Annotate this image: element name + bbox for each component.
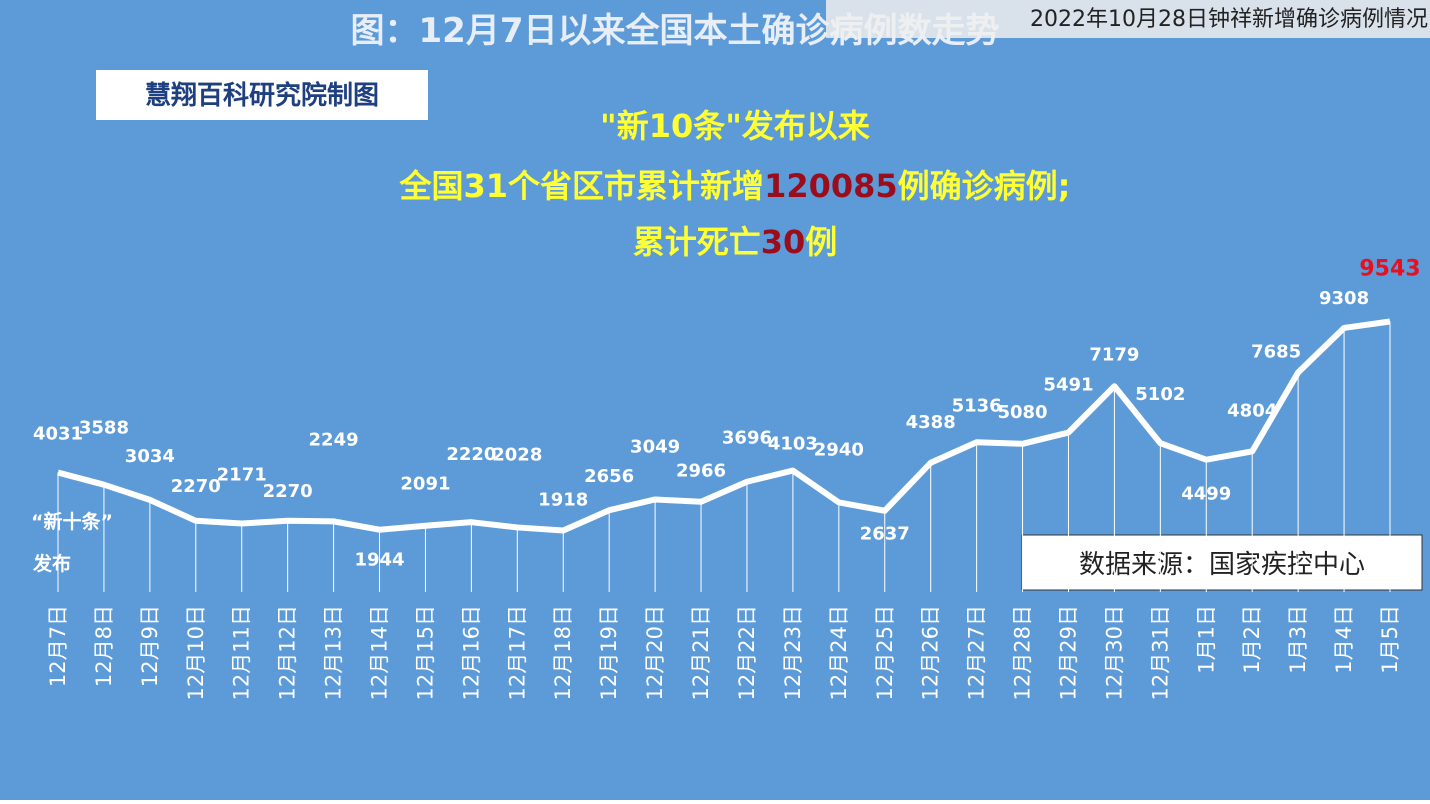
x-tick-label: 12月30日: [1102, 605, 1126, 700]
data-label: 2270: [171, 476, 221, 497]
data-label: 3049: [630, 436, 680, 457]
annotation: “新十条”: [31, 510, 113, 533]
x-tick-label: 12月13日: [322, 605, 346, 700]
x-tick-label: 12月24日: [827, 605, 851, 700]
x-tick-label: 12月17日: [505, 605, 529, 700]
x-tick-label: 1月5日: [1378, 605, 1402, 674]
data-label: 5491: [1043, 375, 1093, 396]
data-label: 4388: [906, 412, 956, 433]
summary-deaths: 累计死亡30例: [633, 223, 838, 261]
summary-part: 120085: [764, 167, 898, 205]
x-tick-label: 12月10日: [184, 605, 208, 700]
x-tick-label: 12月7日: [46, 605, 70, 687]
x-tick-label: 12月14日: [368, 605, 392, 700]
data-label: 2171: [217, 465, 267, 486]
data-label: 2270: [263, 481, 313, 502]
x-tick-label: 12月11日: [230, 605, 254, 700]
x-tick-label: 12月16日: [459, 605, 483, 700]
data-label: 2656: [584, 466, 634, 487]
x-tick-label: 12月25日: [873, 605, 897, 700]
summary-cases: 全国31个省区市累计新增120085例确诊病例;: [399, 167, 1071, 205]
data-label: 1944: [354, 550, 404, 571]
data-label: 4499: [1181, 484, 1231, 505]
x-tick-label: 1月2日: [1240, 605, 1264, 674]
x-tick-label: 12月15日: [413, 605, 437, 700]
x-tick-label: 12月31日: [1148, 605, 1172, 700]
data-label: 5102: [1135, 384, 1185, 405]
data-label: 9308: [1319, 288, 1369, 309]
x-tick-label: 1月4日: [1332, 605, 1356, 674]
data-label: 5080: [997, 402, 1047, 423]
x-tick-label: 1月3日: [1286, 605, 1310, 674]
x-tick-label: 12月23日: [781, 605, 805, 700]
x-tick-label: 12月20日: [643, 605, 667, 700]
credit: 慧翔百科研究院制图: [145, 80, 379, 111]
data-label: 3034: [125, 446, 175, 467]
caption-box: [826, 0, 1430, 38]
x-tick-label: 12月8日: [92, 605, 116, 687]
data-label: 2220: [446, 444, 496, 465]
summary-part: 30: [761, 223, 806, 261]
x-tick-label: 12月28日: [1011, 605, 1035, 700]
data-label: 3696: [722, 428, 772, 449]
x-tick-label: 12月26日: [919, 605, 943, 700]
x-tick-label: 12月9日: [138, 605, 162, 687]
data-label: 2637: [860, 524, 910, 545]
x-tick-label: 12月21日: [689, 605, 713, 700]
data-label: 9543: [1359, 257, 1420, 282]
source: 数据来源：国家疾控中心: [1079, 550, 1365, 580]
annotation: 发布: [32, 552, 71, 575]
data-label: 7179: [1089, 344, 1139, 365]
data-label: 1918: [538, 489, 588, 510]
data-label: 4804: [1227, 400, 1277, 421]
x-tick-label: 12月29日: [1056, 605, 1080, 700]
credit-box: [96, 70, 428, 120]
caption: 2022年10月28日钟祥新增确诊病例情况: [1030, 7, 1428, 32]
summary-part: 例确诊病例;: [898, 167, 1071, 205]
x-tick-label: 1月1日: [1194, 605, 1218, 674]
data-label: 2091: [400, 474, 450, 495]
data-label: 2028: [492, 444, 542, 465]
data-label: 5136: [952, 395, 1002, 416]
data-label: 4103: [768, 434, 818, 455]
line: [57, 318, 1391, 534]
headline: "新10条"发布以来: [600, 107, 870, 145]
x-tick-label: 12月18日: [551, 605, 575, 700]
source-box: [1021, 534, 1423, 591]
data-label: 3588: [79, 418, 129, 439]
data-label: 7685: [1251, 341, 1301, 362]
x-tick-label: 12月12日: [276, 605, 300, 700]
data-label: 4031: [33, 424, 83, 445]
data-label: 2940: [814, 439, 864, 460]
summary-part: 例: [805, 223, 837, 261]
summary-part: 累计死亡: [633, 223, 761, 261]
x-tick-label: 12月27日: [965, 605, 989, 700]
data-label: 2249: [309, 429, 359, 450]
x-tick-label: 12月19日: [597, 605, 621, 700]
x-tick-label: 12月22日: [735, 605, 759, 700]
data-label: 2966: [676, 461, 726, 482]
summary-part: 全国31个省区市累计新增: [399, 167, 765, 205]
